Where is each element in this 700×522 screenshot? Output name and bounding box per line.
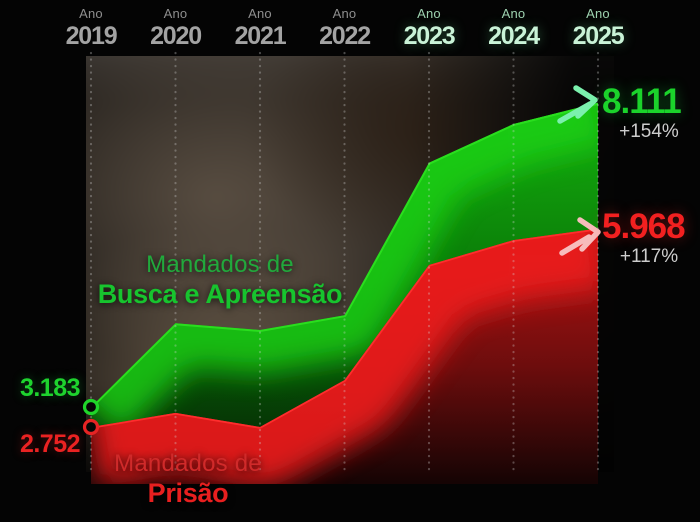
year-prefix: Ano xyxy=(332,6,357,21)
year-label-2022: Ano 2022 xyxy=(302,7,388,49)
year-prefix: Ano xyxy=(417,6,441,21)
red-start-value: 2.752 xyxy=(19,430,81,458)
year-prefix: Ano xyxy=(501,6,526,21)
year-gridlines xyxy=(89,51,600,473)
year-number: 2023 xyxy=(403,22,456,50)
red-series-label-line2: Prisão xyxy=(147,478,229,509)
year-label-2025: Ano 2025 xyxy=(555,7,641,49)
red-end-percent: +117% xyxy=(619,246,679,267)
green-end-value: 8.111 xyxy=(602,82,682,121)
year-prefix: Ano xyxy=(163,6,188,21)
red-series-label-line1: Mandados de xyxy=(114,450,262,477)
year-label-2021: Ano 2021 xyxy=(217,7,303,49)
year-prefix: Ano xyxy=(248,6,272,21)
red-trend-line xyxy=(91,228,598,429)
green-start-marker xyxy=(82,398,100,416)
year-label-2019: Ano 2019 xyxy=(48,7,134,49)
year-number: 2021 xyxy=(234,22,287,50)
year-number: 2022 xyxy=(319,22,371,50)
year-prefix: Ano xyxy=(586,6,610,21)
year-number: 2024 xyxy=(488,22,540,50)
green-end-percent: +154% xyxy=(619,121,679,142)
green-trend-line xyxy=(91,102,598,409)
green-start-value: 3.183 xyxy=(19,374,81,402)
year-prefix: Ano xyxy=(79,6,103,21)
green-series-label-line1: Mandados de xyxy=(146,251,294,278)
year-label-2023: Ano 2023 xyxy=(386,7,472,49)
year-label-2024: Ano 2024 xyxy=(471,7,557,49)
red-start-marker xyxy=(82,418,100,436)
year-number: 2020 xyxy=(150,22,202,50)
red-end-value: 5.968 xyxy=(602,207,686,246)
green-series-label: Mandados de Busca e Apreensão xyxy=(94,252,346,309)
year-number: 2025 xyxy=(572,22,625,50)
year-axis: Ano 2019 Ano 2020 Ano 2021 Ano 2022 Ano 2023 Ano 20… xyxy=(0,7,700,57)
red-up-arrow-icon xyxy=(559,217,601,256)
year-label-2020: Ano 2020 xyxy=(133,7,219,49)
green-series-label-line2: Busca e Apreensão xyxy=(97,279,343,310)
green-up-arrow-icon xyxy=(557,85,598,124)
red-series-label: Mandados de Prisão xyxy=(89,451,287,508)
year-number: 2019 xyxy=(65,22,118,50)
